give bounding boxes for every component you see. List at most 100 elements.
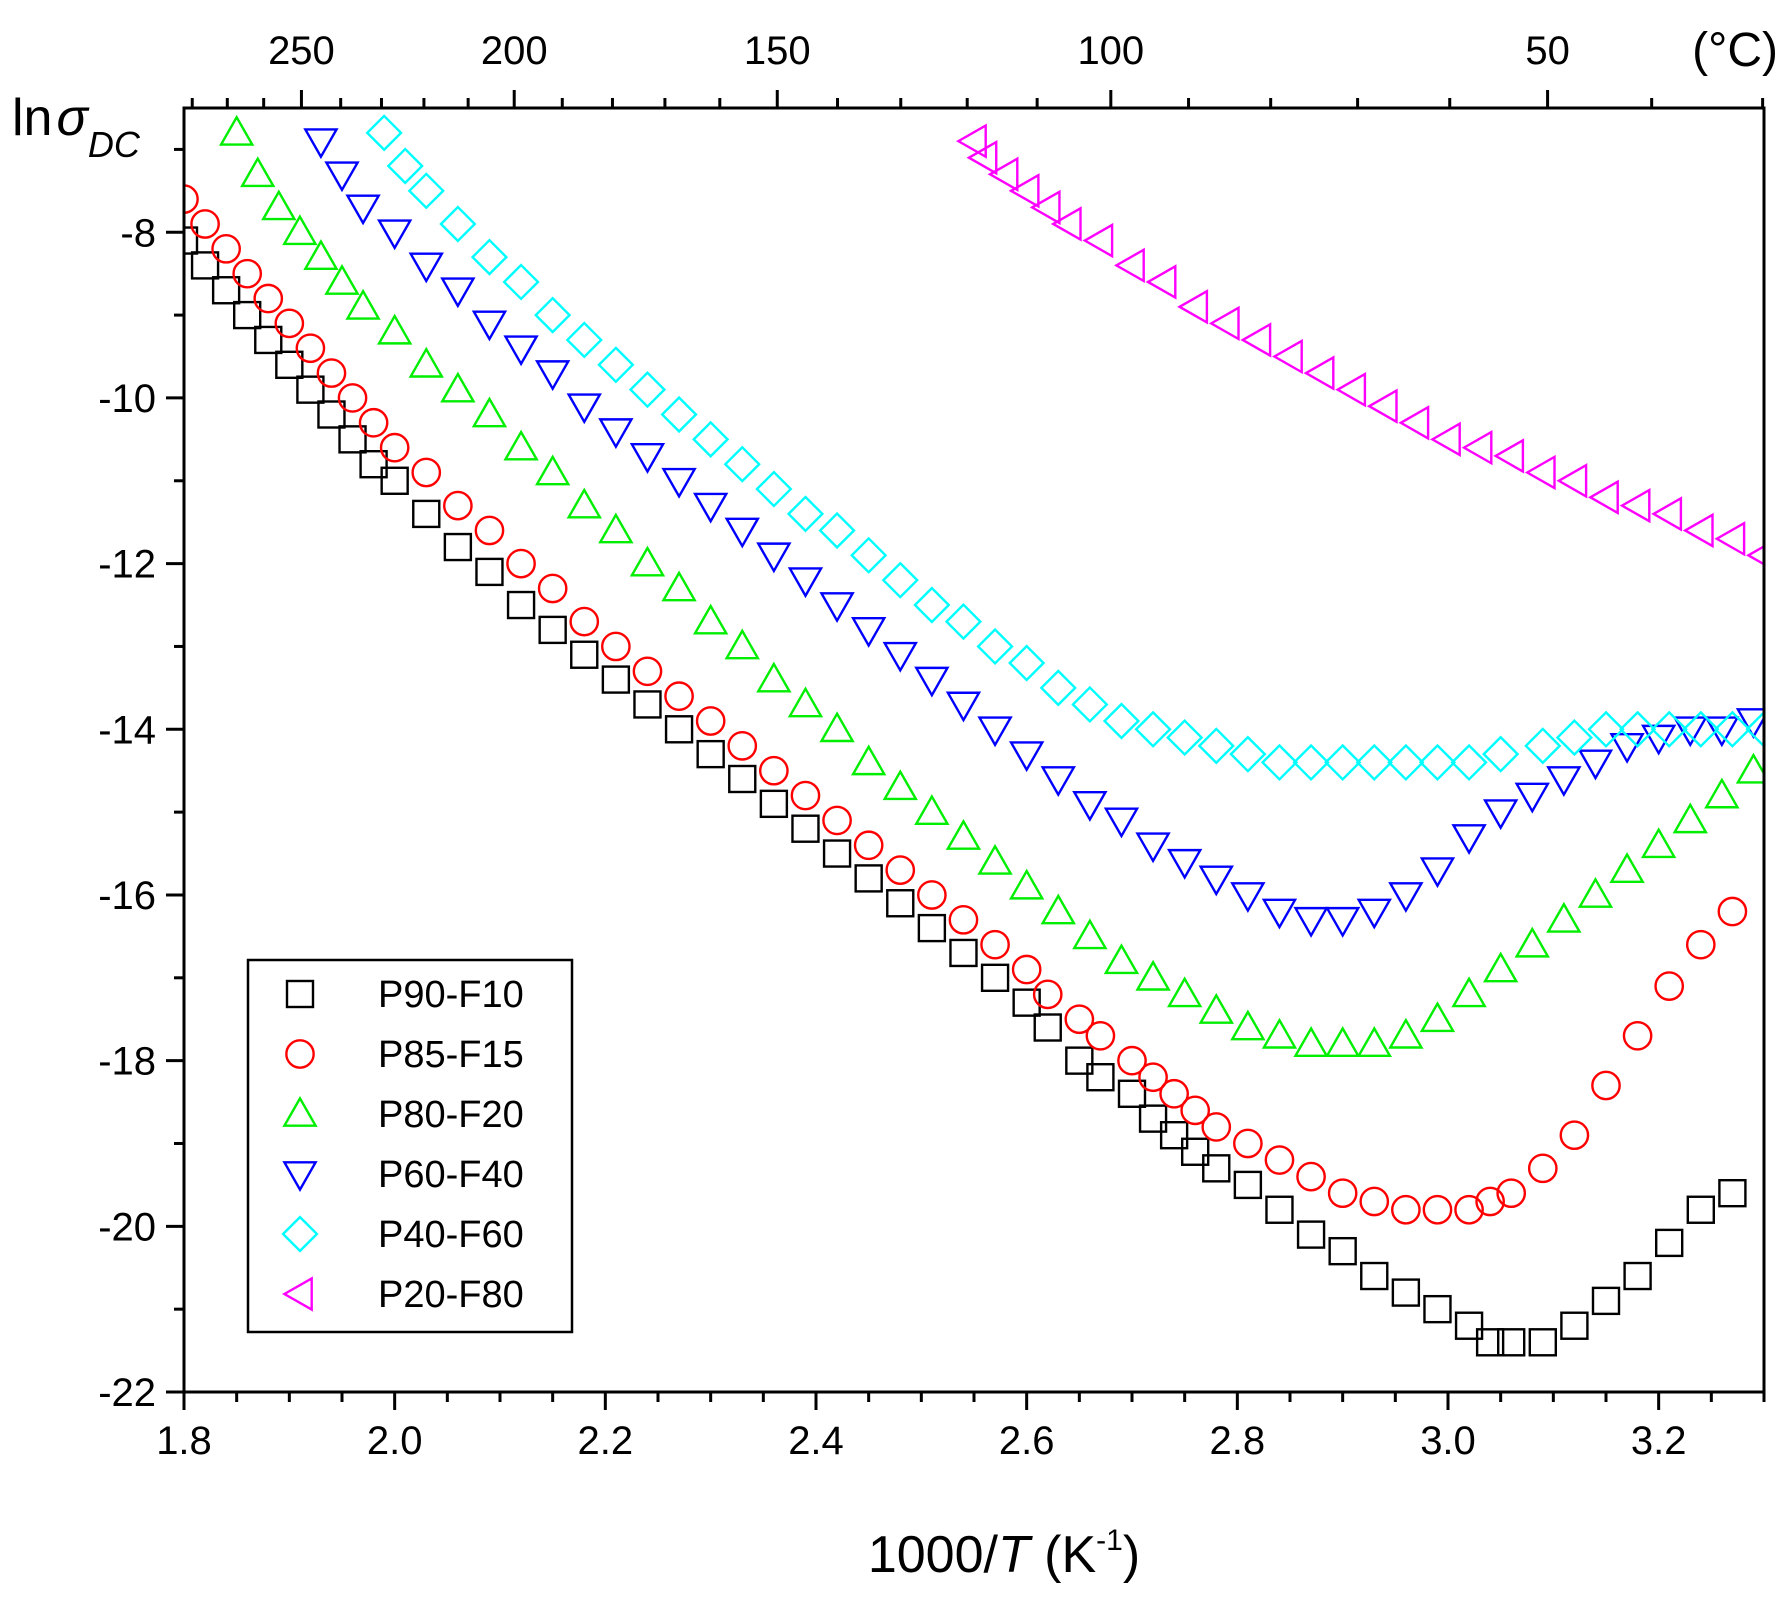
data-point [1159, 1078, 1189, 1109]
data-point [1202, 1154, 1231, 1183]
data-point [977, 843, 1013, 875]
data-point [303, 128, 339, 160]
data-point [598, 512, 634, 544]
data-point [261, 189, 297, 221]
data-point [1556, 463, 1588, 499]
axes: 1.8 2.0 2.2 2.4 2.6 2.8 3.0 3.2 -8 -10 -12 -14 -16 -1… [98, 29, 1766, 1463]
data-point [1233, 1170, 1263, 1200]
data-point [1451, 824, 1487, 855]
data-point [980, 963, 1010, 993]
data-point [1327, 1178, 1358, 1209]
data-point [1180, 1137, 1210, 1166]
data-point [376, 313, 413, 345]
data-point [1577, 749, 1614, 781]
data-point [955, 123, 987, 159]
data-point [1527, 1153, 1558, 1184]
data-point [324, 161, 360, 193]
data-point [1180, 1095, 1211, 1126]
data-point [1355, 743, 1393, 782]
data-point [1008, 741, 1045, 773]
y-tick-label: -16 [98, 874, 156, 918]
legend-label: P85-F15 [378, 1034, 524, 1076]
data-point [471, 396, 508, 428]
data-point [470, 238, 509, 276]
data-point [1528, 1328, 1558, 1357]
data-point [1388, 882, 1424, 913]
data-point [190, 251, 220, 280]
data-point [1560, 1311, 1589, 1340]
data-point [1134, 710, 1172, 748]
data-point [1039, 669, 1077, 707]
data-point [1324, 1026, 1361, 1057]
series-p20-f80 [955, 123, 1764, 566]
data-point [534, 454, 571, 486]
data-point [1429, 421, 1461, 458]
top-tick-label: 50 [1525, 29, 1570, 73]
x-axis-title-italic: T [998, 1526, 1033, 1584]
legend-label: P90-F10 [378, 974, 524, 1016]
data-point [1240, 322, 1272, 358]
data-point [1609, 732, 1645, 764]
data-point [787, 686, 824, 718]
data-point [949, 938, 978, 968]
data-point [1546, 901, 1582, 933]
x-tick-label: 2.8 [1210, 1419, 1266, 1463]
y-axis-title: lnσDC [12, 89, 141, 165]
data-point [917, 913, 947, 943]
data-point [977, 716, 1013, 748]
y-tick-label: -14 [98, 708, 156, 752]
data-point [1303, 355, 1335, 391]
data-point [1135, 959, 1171, 991]
y-tick-label: -22 [98, 1371, 156, 1415]
data-point [1082, 222, 1114, 259]
data-point [365, 114, 403, 152]
x-tick-label: 2.0 [367, 1419, 423, 1463]
data-point [440, 371, 476, 403]
data-point [819, 592, 855, 624]
x-tick-label: 3.0 [1420, 1419, 1476, 1463]
y-axis-title-symbol: σ [56, 89, 89, 147]
data-point [218, 114, 255, 146]
data-point [1328, 1236, 1357, 1266]
data-point [948, 904, 979, 935]
data-point [601, 631, 631, 662]
data-point [1577, 876, 1614, 908]
data-point [1072, 918, 1108, 950]
data-point [945, 818, 982, 850]
legend-marker [282, 1161, 318, 1193]
data-point [1591, 1286, 1621, 1316]
data-point [1524, 727, 1562, 765]
data-point [1640, 724, 1677, 756]
x-tick-label: 2.6 [999, 1419, 1055, 1463]
data-point [882, 641, 918, 673]
data-point [1704, 777, 1740, 809]
legend-marker [285, 1039, 315, 1069]
data-point [914, 666, 950, 698]
data-point [474, 515, 505, 546]
data-point [1672, 802, 1708, 834]
data-point [1418, 743, 1457, 782]
data-point [443, 490, 473, 521]
data-point [565, 321, 603, 359]
data-point [1451, 976, 1487, 1008]
data-point [1619, 487, 1651, 524]
data-point [337, 383, 368, 413]
top-tick-label: 200 [481, 29, 548, 73]
data-point [1623, 1261, 1652, 1291]
data-point [1555, 718, 1593, 757]
data-point [1008, 644, 1046, 682]
data-point [1138, 1104, 1168, 1133]
data-point [944, 603, 983, 641]
data-point [1261, 898, 1298, 930]
data-point [503, 335, 539, 367]
data-point [1324, 743, 1362, 782]
data-point [1391, 1278, 1421, 1307]
data-point [987, 156, 1019, 192]
data-point [380, 466, 409, 495]
data-point [881, 561, 919, 599]
data-markers [184, 114, 1764, 1357]
data-point [1650, 710, 1688, 748]
data-point [211, 276, 241, 305]
data-point [1072, 790, 1108, 822]
data-point [1387, 743, 1425, 782]
